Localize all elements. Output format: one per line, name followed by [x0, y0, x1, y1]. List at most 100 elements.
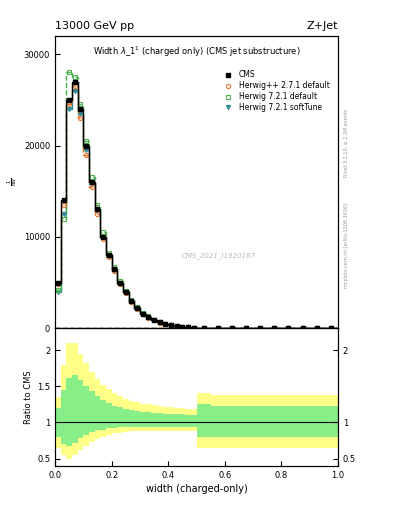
Herwig 7.2.1 default: [174, 323, 179, 329]
Legend: CMS, Herwig++ 2.7.1 default, Herwig 7.2.1 default, Herwig 7.2.1 softTune: CMS, Herwig++ 2.7.1 default, Herwig 7.2.…: [219, 69, 331, 114]
CMS: [163, 321, 168, 327]
Herwig 7.2.1 softTune: [180, 324, 185, 330]
CMS: [286, 325, 291, 331]
Herwig 7.2.1 softTune: [152, 317, 156, 323]
Text: mcplots.cern.ch [arXiv:1306.3436]: mcplots.cern.ch [arXiv:1306.3436]: [344, 203, 349, 288]
Herwig++ 2.7.1 default: [129, 298, 134, 305]
CMS: [201, 325, 206, 331]
Herwig 7.2.1 softTune: [146, 314, 151, 321]
Herwig++ 2.7.1 default: [174, 323, 179, 329]
Herwig++ 2.7.1 default: [215, 325, 220, 331]
CMS: [300, 325, 305, 331]
Herwig 7.2.1 softTune: [95, 208, 100, 215]
Herwig 7.2.1 softTune: [185, 324, 190, 330]
Y-axis label: $\mathrm{d}^2N$ / $\mathrm{d}p_T$ $\mathrm{d}\lambda$
$\frac{1}{\mathrm{d}N}$: $\mathrm{d}^2N$ / $\mathrm{d}p_T$ $\math…: [0, 160, 20, 204]
Herwig++ 2.7.1 default: [314, 325, 319, 331]
Herwig 7.2.1 default: [129, 297, 134, 303]
Herwig 7.2.1 default: [163, 321, 168, 327]
Herwig 7.2.1 default: [135, 304, 140, 310]
Herwig 7.2.1 default: [258, 325, 263, 331]
Herwig 7.2.1 softTune: [135, 306, 140, 312]
Herwig 7.2.1 default: [169, 322, 173, 328]
X-axis label: width (charged-only): width (charged-only): [146, 484, 247, 494]
Herwig 7.2.1 softTune: [140, 311, 145, 317]
CMS: [140, 311, 145, 317]
CMS: [84, 142, 88, 148]
Herwig 7.2.1 softTune: [72, 88, 77, 94]
CMS: [314, 325, 319, 331]
Herwig++ 2.7.1 default: [230, 325, 234, 331]
Herwig++ 2.7.1 default: [157, 319, 162, 326]
Herwig 7.2.1 default: [152, 316, 156, 323]
CMS: [152, 317, 156, 323]
Herwig++ 2.7.1 default: [185, 324, 190, 330]
Herwig 7.2.1 softTune: [101, 234, 105, 240]
CMS: [191, 325, 196, 331]
Herwig 7.2.1 default: [78, 101, 83, 108]
CMS: [329, 325, 333, 331]
CMS: [107, 252, 111, 258]
CMS: [112, 266, 117, 272]
Text: CMS_2021_I1920187: CMS_2021_I1920187: [182, 252, 256, 259]
Herwig++ 2.7.1 default: [272, 325, 277, 331]
Herwig 7.2.1 softTune: [107, 253, 111, 259]
CMS: [146, 314, 151, 321]
Herwig++ 2.7.1 default: [112, 268, 117, 274]
Herwig++ 2.7.1 default: [61, 202, 66, 208]
Herwig 7.2.1 default: [201, 325, 206, 331]
Herwig 7.2.1 softTune: [258, 325, 263, 331]
Text: Width $\lambda$_1$^1$ (charged only) (CMS jet substructure): Width $\lambda$_1$^1$ (charged only) (CM…: [93, 45, 300, 59]
Herwig++ 2.7.1 default: [140, 311, 145, 317]
Herwig 7.2.1 default: [95, 202, 100, 208]
Herwig 7.2.1 default: [140, 310, 145, 316]
Herwig++ 2.7.1 default: [163, 322, 168, 328]
Herwig++ 2.7.1 default: [123, 290, 128, 296]
Herwig++ 2.7.1 default: [72, 83, 77, 89]
CMS: [67, 97, 72, 103]
Herwig++ 2.7.1 default: [300, 325, 305, 331]
Herwig 7.2.1 default: [157, 319, 162, 325]
Herwig 7.2.1 softTune: [169, 323, 173, 329]
Herwig 7.2.1 softTune: [191, 325, 196, 331]
Herwig 7.2.1 softTune: [55, 289, 60, 295]
Herwig 7.2.1 softTune: [163, 321, 168, 327]
Herwig 7.2.1 default: [123, 288, 128, 294]
Herwig 7.2.1 softTune: [314, 325, 319, 331]
Herwig++ 2.7.1 default: [244, 325, 248, 331]
Herwig++ 2.7.1 default: [84, 152, 88, 158]
Herwig 7.2.1 default: [72, 74, 77, 80]
Herwig++ 2.7.1 default: [286, 325, 291, 331]
Herwig++ 2.7.1 default: [67, 101, 72, 108]
Herwig 7.2.1 softTune: [230, 325, 234, 331]
Herwig 7.2.1 default: [55, 287, 60, 293]
Herwig++ 2.7.1 default: [191, 325, 196, 331]
Herwig++ 2.7.1 default: [152, 317, 156, 324]
Herwig 7.2.1 softTune: [201, 325, 206, 331]
Herwig 7.2.1 default: [314, 325, 319, 331]
Herwig 7.2.1 softTune: [84, 147, 88, 153]
Herwig 7.2.1 default: [215, 325, 220, 331]
Herwig 7.2.1 default: [84, 138, 88, 144]
Text: Rivet 3.1.10, ≥ 2.3M events: Rivet 3.1.10, ≥ 2.3M events: [344, 109, 349, 178]
CMS: [95, 206, 100, 212]
Herwig 7.2.1 softTune: [300, 325, 305, 331]
Herwig++ 2.7.1 default: [329, 325, 333, 331]
Herwig 7.2.1 softTune: [78, 111, 83, 117]
CMS: [129, 298, 134, 304]
Herwig++ 2.7.1 default: [95, 211, 100, 217]
Line: Herwig 7.2.1 default: Herwig 7.2.1 default: [56, 70, 333, 330]
Herwig 7.2.1 default: [90, 175, 94, 181]
Herwig++ 2.7.1 default: [55, 282, 60, 288]
Herwig 7.2.1 default: [230, 325, 234, 331]
Herwig 7.2.1 default: [244, 325, 248, 331]
Herwig 7.2.1 softTune: [244, 325, 248, 331]
CMS: [185, 324, 190, 330]
Herwig 7.2.1 default: [272, 325, 277, 331]
Herwig 7.2.1 default: [146, 313, 151, 319]
CMS: [157, 319, 162, 326]
Herwig++ 2.7.1 default: [201, 325, 206, 331]
CMS: [215, 325, 220, 331]
CMS: [135, 305, 140, 311]
Herwig 7.2.1 default: [185, 324, 190, 330]
Herwig++ 2.7.1 default: [135, 306, 140, 312]
